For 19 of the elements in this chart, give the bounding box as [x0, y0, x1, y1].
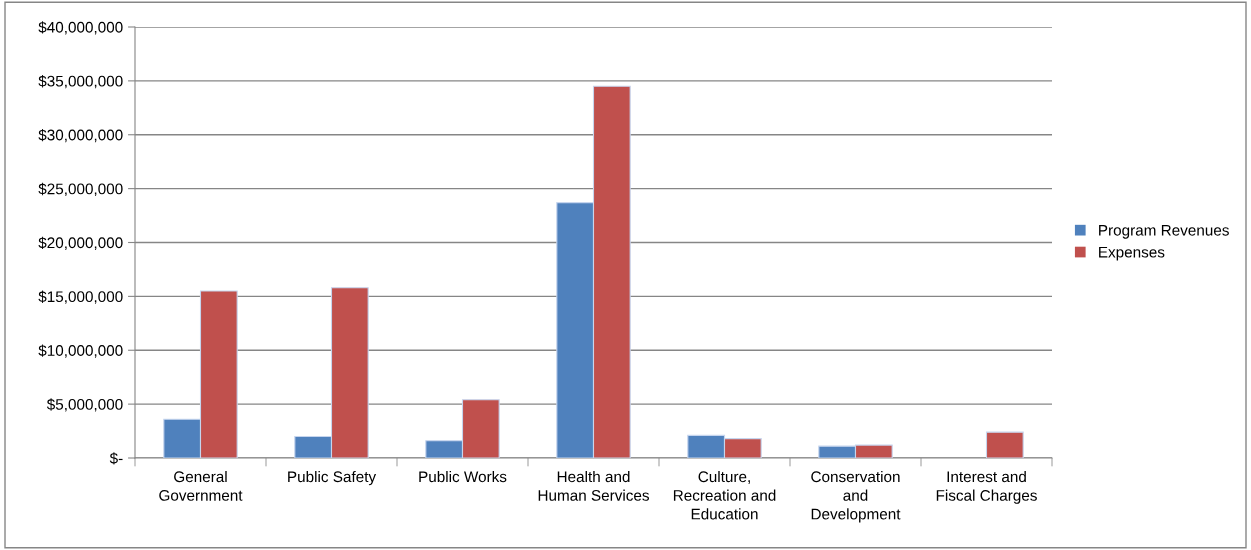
y-tick-label: $30,000,000	[38, 128, 123, 143]
y-tick-label: $-	[109, 452, 123, 465]
y-tick-label: $35,000,000	[38, 75, 123, 89]
x-tick-label: Interest and Fiscal Charges	[936, 470, 1037, 504]
x-tick-label: Public Safety	[288, 470, 377, 486]
bar	[985, 431, 1024, 458]
y-tick-label: $25,000,000	[38, 182, 123, 197]
x-tick-label: Conservation and Development	[811, 470, 901, 523]
y-tick-label: $10,000,000	[38, 344, 123, 358]
x-tick-label: Health and Human Services	[538, 470, 649, 501]
y-tick-label: $40,000,000	[38, 21, 123, 35]
x-tick-label: Public Works	[419, 470, 507, 483]
legend-label: Expenses	[1099, 246, 1165, 261]
y-tick-label: $20,000,000	[38, 236, 123, 250]
y-tick-label: $15,000,000	[38, 290, 123, 304]
x-tick-label: Culture, Recreation and Education	[673, 470, 776, 520]
legend-label: Program Revenues	[1099, 225, 1229, 239]
x-tick-label: General Government	[159, 470, 243, 501]
y-tick-label: $5,000,000	[46, 398, 123, 412]
